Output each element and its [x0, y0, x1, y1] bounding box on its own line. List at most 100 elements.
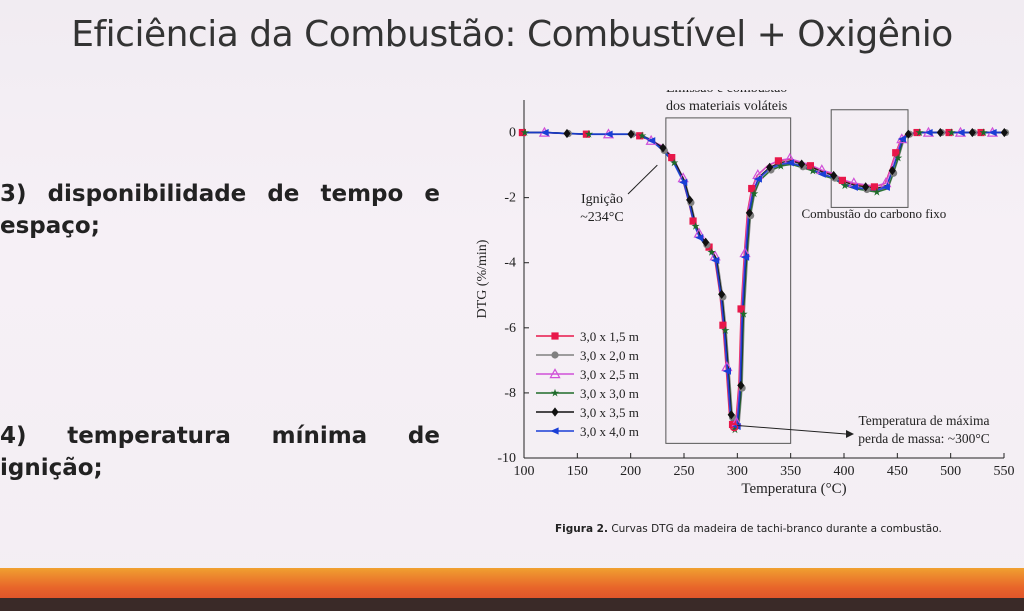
bullet-4-line-1: 4) temperatura mínima de [0, 420, 440, 452]
series-marker [737, 380, 745, 391]
series-marker [520, 128, 529, 136]
bullet-4-word: 4) [0, 423, 27, 449]
y-tick-label: 0 [509, 126, 516, 141]
figure-caption: Figura 2. Curvas DTG da madeira de tachi… [555, 523, 942, 535]
series-marker [636, 132, 644, 140]
series-marker [817, 170, 826, 178]
series-marker [956, 128, 965, 137]
series-marker [638, 131, 647, 140]
dtg-chart: 100 150 200 250 300 350 400 450 500 550 0 -2 -4 -6 -8 -… [475, 90, 1015, 497]
series-marker [737, 305, 745, 313]
legend-marker [551, 332, 559, 340]
series-marker [776, 161, 785, 170]
annotation-ignition: Ignição [581, 192, 623, 207]
slide-footer-shadow [0, 598, 1024, 611]
x-axis-label: Temperatura (°C) [741, 481, 846, 497]
series-marker [730, 425, 740, 434]
series-marker [670, 158, 679, 167]
bullet-3-word: disponibilidade [47, 181, 247, 207]
y-axis-label: DTG (%/min) [475, 239, 490, 318]
series-marker [668, 154, 676, 162]
series-marker [945, 128, 953, 137]
series-marker [924, 128, 933, 137]
series-marker [750, 189, 759, 198]
max-point-marker [729, 422, 739, 432]
legend-marker [551, 407, 559, 417]
series-marker [808, 166, 817, 175]
series-marker [947, 128, 956, 136]
series-marker [689, 217, 697, 225]
series-marker [904, 129, 912, 139]
series-line [525, 131, 1006, 430]
series-marker [540, 128, 549, 137]
caption-label: Figura 2. [555, 523, 608, 535]
legend-label: 3,0 x 1,5 m [580, 329, 639, 344]
series-marker [707, 248, 716, 256]
series-marker [892, 149, 900, 157]
bullet-3-line-2: espaço; [0, 213, 100, 239]
y-tick-label: -2 [504, 191, 516, 206]
series-marker [722, 367, 732, 375]
x-tick-label: 400 [834, 464, 855, 479]
max-loss-arrowhead [846, 430, 854, 438]
legend-label: 3,0 x 4,0 m [580, 424, 639, 439]
series-marker [888, 166, 896, 176]
legend-label: 3,0 x 2,0 m [580, 348, 639, 363]
legend-label: 3,0 x 3,5 m [580, 405, 639, 420]
y-tick-label: -8 [504, 386, 516, 401]
annotation-max-loss-temp: perda de massa: ~300°C [858, 431, 990, 446]
series-marker [988, 128, 997, 137]
max-loss-pointer [737, 424, 847, 435]
series-marker [702, 237, 710, 247]
y-tick-label: -4 [504, 256, 516, 271]
bullet-3-line-1: 3) disponibilidade de tempo e [0, 178, 440, 210]
series-marker [977, 128, 985, 137]
series-marker [582, 130, 590, 138]
series-marker [719, 321, 727, 329]
series-marker [913, 128, 921, 137]
legend-marker [550, 388, 560, 397]
bullet-3-word: tempo [320, 181, 404, 207]
annotation-volatiles: Emissão e combustão [666, 90, 787, 96]
series-marker [936, 127, 944, 138]
region-box-fixed_carbon [830, 109, 909, 208]
series-marker [711, 256, 720, 265]
series-marker [774, 157, 782, 165]
x-tick-label: 450 [887, 464, 908, 479]
series-marker [968, 127, 976, 138]
series-marker [739, 309, 748, 318]
series-marker [740, 253, 750, 261]
legend-marker [551, 351, 559, 359]
series-marker [686, 195, 694, 205]
series-marker [748, 184, 756, 193]
bullet-item-4: 4) temperatura mínima de ignição; [0, 420, 440, 484]
annotation-ignition-temp: ~234°C [580, 210, 624, 225]
x-tick-label: 500 [940, 464, 961, 479]
bullet-3-word: e [424, 181, 440, 207]
series-marker [518, 128, 526, 137]
x-tick-label: 150 [567, 464, 588, 479]
bullet-item-3: 3) disponibilidade de tempo e espaço; [0, 178, 440, 242]
bullet-3-word: de [267, 181, 300, 207]
caption-text: Curvas DTG da madeira de tachi-branco du… [607, 523, 942, 535]
legend-label: 3,0 x 2,5 m [580, 367, 639, 382]
annotation-fixed-carbon: Combustão do carbono fixo [801, 206, 946, 221]
bullet-4-line-2: ignição; [0, 455, 103, 481]
x-tick-label: 200 [620, 464, 641, 479]
y-tick-label: -6 [504, 321, 516, 336]
series-marker [830, 170, 838, 181]
series-marker [732, 422, 741, 431]
legend-label: 3,0 x 3,0 m [580, 386, 639, 401]
series-marker [721, 326, 730, 334]
series-marker [862, 182, 870, 192]
bullet-4-word: temperatura [67, 423, 231, 449]
x-tick-label: 250 [674, 464, 695, 479]
series-marker [979, 128, 988, 136]
series-marker [647, 137, 656, 145]
y-tick-label: -10 [497, 451, 516, 466]
series-marker [766, 162, 774, 172]
series-marker [897, 135, 906, 143]
region-box-volatiles [665, 117, 792, 444]
x-tick-label: 350 [780, 464, 801, 479]
series-marker [915, 128, 924, 136]
